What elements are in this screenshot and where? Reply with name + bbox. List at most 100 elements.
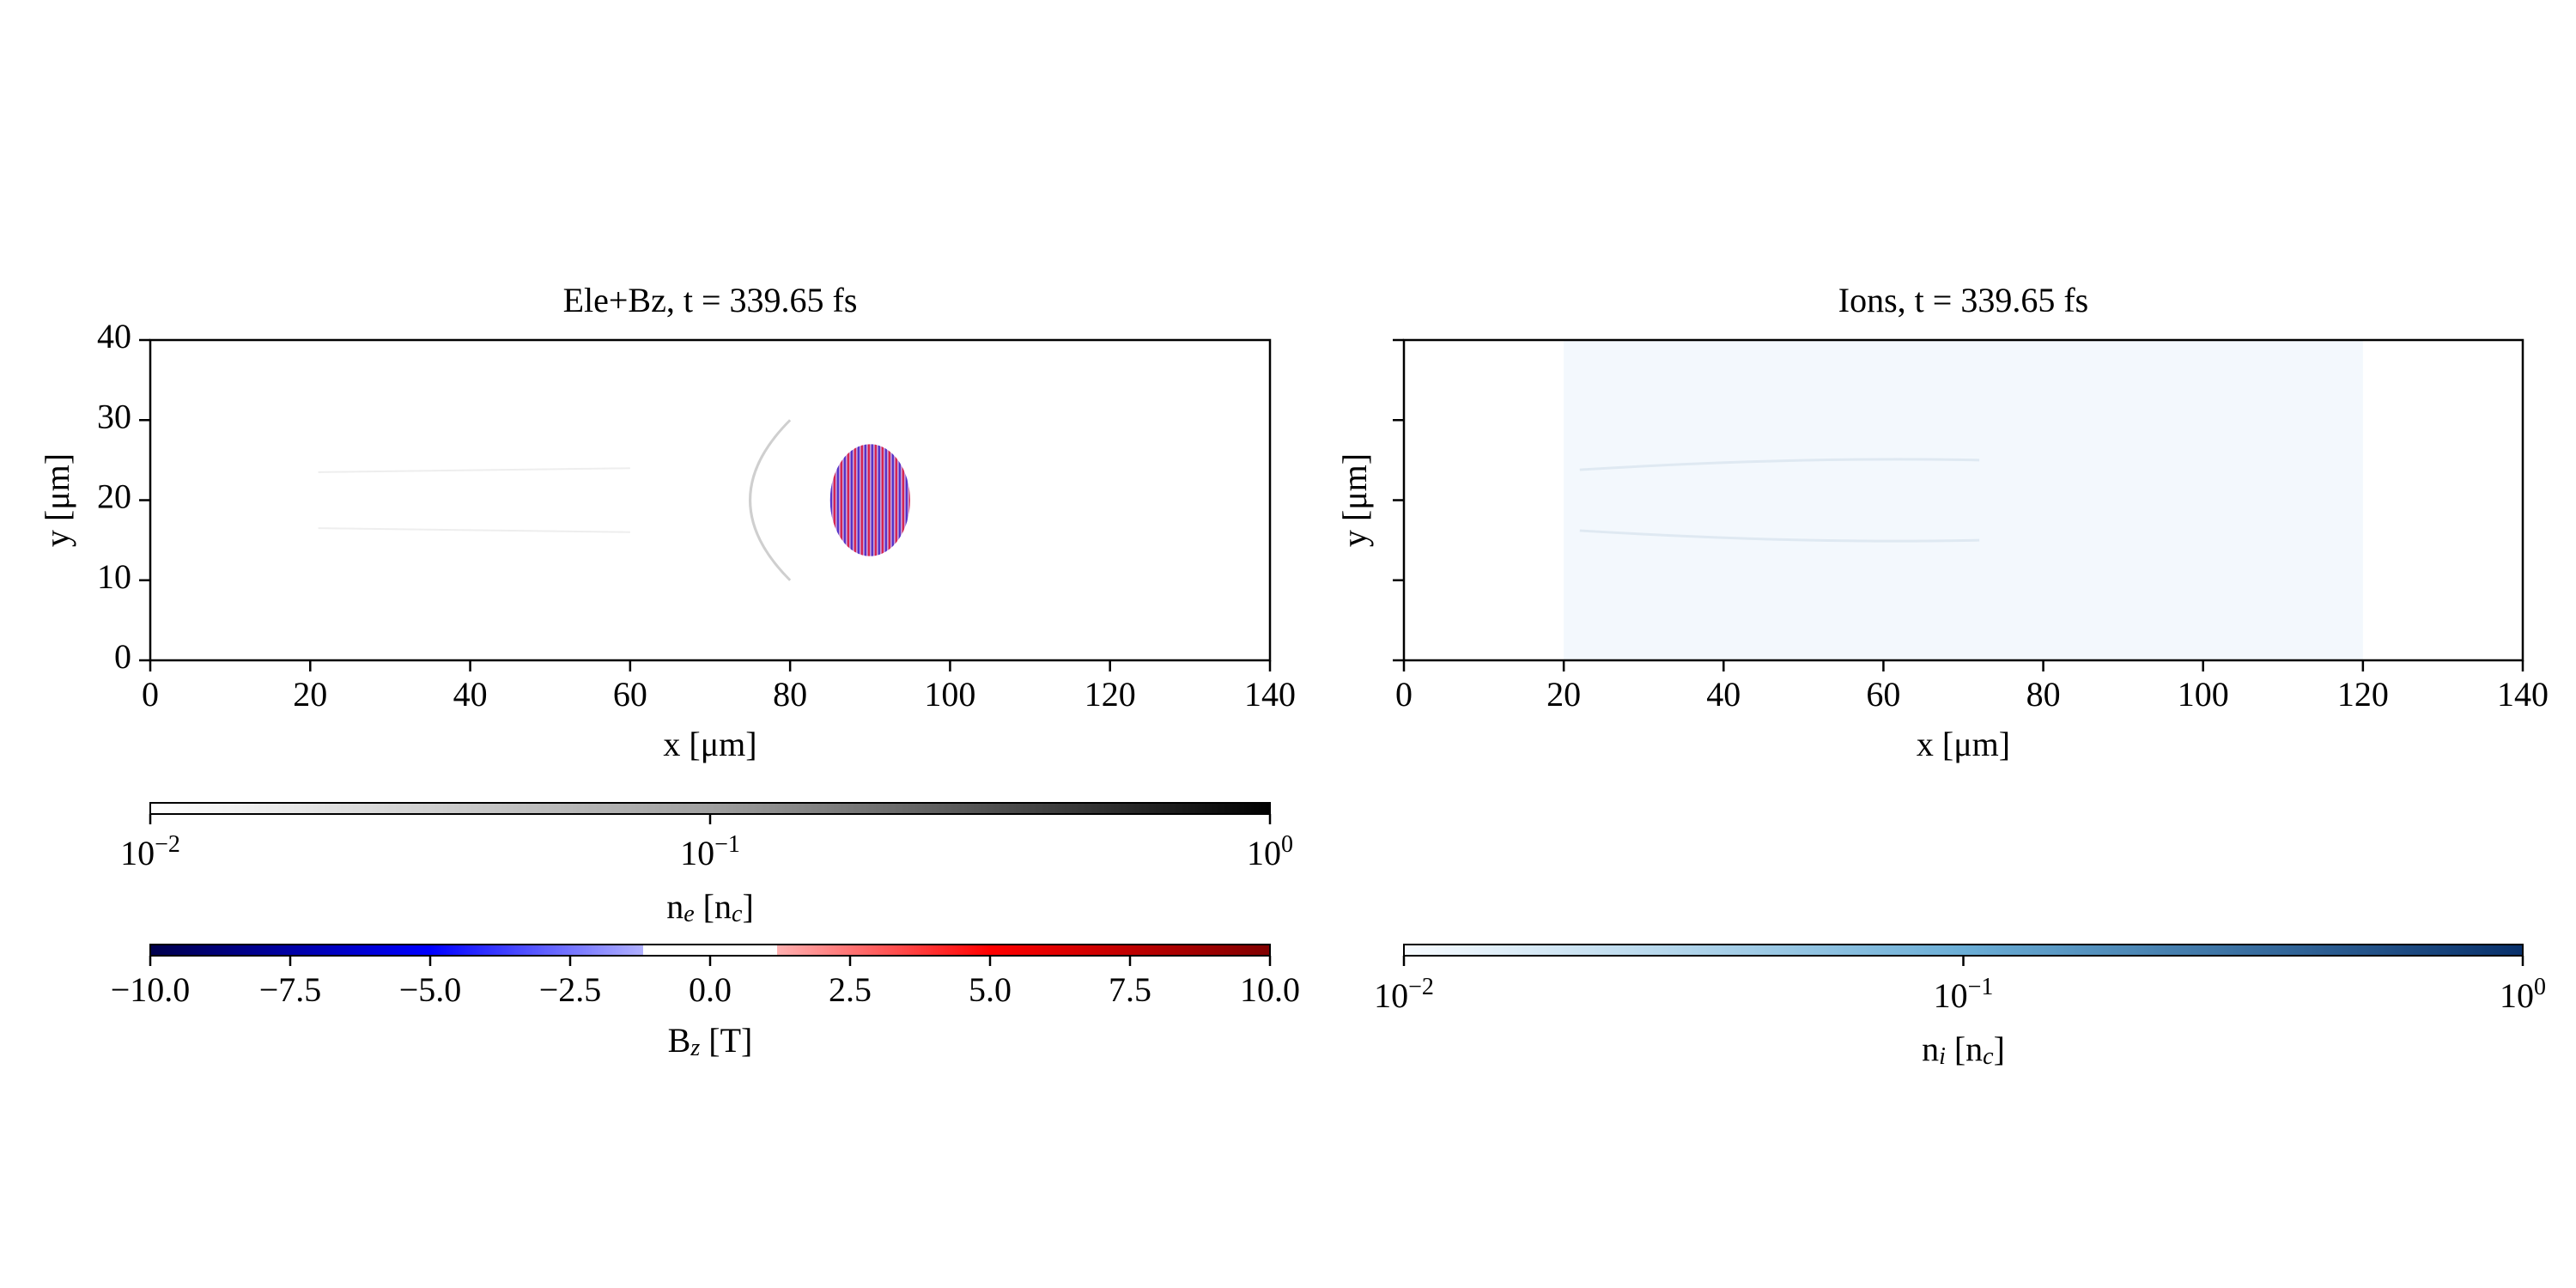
colorbar-tick-label: 10−2 [120, 831, 180, 872]
text-part: e [683, 901, 694, 927]
colorbar-tick-label: 2.5 [829, 970, 872, 1009]
text-part: c [1983, 1043, 1994, 1070]
laser-pulse [829, 444, 910, 556]
colorbar-tick-label: 10−1 [680, 831, 740, 872]
pulse-stripe [850, 444, 853, 556]
pulse-stripe [895, 444, 897, 556]
text-part: −2 [155, 831, 180, 858]
pulse-stripe [881, 444, 884, 556]
x-tick-label: 20 [1546, 675, 1581, 714]
x-tick-label: 20 [293, 675, 327, 714]
text-part: i [1939, 1043, 1946, 1070]
pulse-stripe [902, 444, 904, 556]
x-tick-label: 0 [142, 675, 159, 714]
colorbar-label: ni [nc] [1922, 1030, 2005, 1070]
text-part: 10 [1247, 834, 1281, 872]
y-axis-label: y [μm] [1335, 453, 1374, 547]
text-part: 0 [2534, 974, 2546, 1000]
colorbar [1403, 944, 2524, 957]
colorbar-tick-label: −2.5 [539, 970, 602, 1009]
x-tick-label: 40 [453, 675, 488, 714]
y-tick-label: 10 [97, 557, 131, 596]
panel-title: Ions, t = 339.65 fs [1838, 281, 2088, 319]
pulse-stripe [857, 444, 860, 556]
panel-title: Ele+Bz, t = 339.65 fs [563, 281, 858, 319]
text-part: −1 [1968, 974, 1994, 1000]
plasma-filament [749, 419, 792, 581]
x-tick-label: 0 [1395, 675, 1413, 714]
text-part: [n [695, 887, 732, 926]
pulse-stripe [854, 444, 856, 556]
colorbar-label: ne [nc] [666, 887, 754, 927]
pulse-stripe [836, 444, 839, 556]
pulse-stripe [888, 444, 890, 556]
ion-channel-edge [1579, 458, 1980, 471]
colorbar-tick-label: 10−1 [1934, 974, 1994, 1015]
plasma-filament [318, 527, 630, 533]
colorbar-tick-label: 10−2 [1374, 974, 1434, 1015]
pulse-stripe [871, 444, 873, 556]
pulse-stripe [840, 444, 842, 556]
colorbar-tick-label: −10.0 [111, 970, 191, 1009]
colorbar-tick-label: −7.5 [259, 970, 322, 1009]
x-tick-label: 80 [773, 675, 807, 714]
x-tick-label: 40 [1706, 675, 1741, 714]
pulse-stripe [843, 444, 846, 556]
text-part: z [690, 1035, 700, 1061]
colorbar-tick-label: 100 [2500, 974, 2546, 1015]
pulse-stripe [867, 444, 870, 556]
text-part: 0 [1281, 831, 1293, 858]
y-tick-label: 0 [114, 637, 131, 676]
text-part: 10 [680, 834, 714, 872]
colorbar-tick-label: 0.0 [689, 970, 732, 1009]
axes-frame [149, 338, 1272, 662]
pulse-stripe [860, 444, 863, 556]
y-tick-label: 20 [97, 477, 131, 516]
pulse-stripe [829, 444, 832, 556]
text-part: −1 [714, 831, 740, 858]
y-axis-label: y [μm] [38, 453, 76, 547]
x-tick-label: 100 [2178, 675, 2229, 714]
text-part: [T] [700, 1021, 752, 1060]
x-tick-label: 140 [1244, 675, 1296, 714]
pulse-stripe [891, 444, 894, 556]
text-part: 10 [2500, 976, 2534, 1015]
text-part: ] [742, 887, 753, 926]
pulse-stripe [905, 444, 908, 556]
pulse-stripe [874, 444, 877, 556]
plasma-filament [318, 467, 630, 473]
text-part: B [668, 1021, 691, 1060]
ion-region [1564, 340, 2363, 660]
ion-channel-edge [1579, 529, 1980, 543]
x-tick-label: 100 [924, 675, 975, 714]
text-part: c [732, 901, 743, 927]
colorbar-tick-label: −5.0 [399, 970, 462, 1009]
colorbar-tick-label: 10.0 [1240, 970, 1300, 1009]
pulse-stripe [884, 444, 887, 556]
pulse-stripe [833, 444, 835, 556]
colorbar [149, 802, 1271, 815]
text-part: n [666, 887, 683, 926]
text-part: 10 [1934, 976, 1968, 1015]
text-part: −2 [1408, 974, 1434, 1000]
y-tick-label: 40 [97, 317, 131, 355]
colorbar [149, 944, 1271, 957]
text-part: n [1922, 1030, 1939, 1068]
colorbar-tick-label: 5.0 [969, 970, 1012, 1009]
x-tick-label: 80 [2026, 675, 2061, 714]
colorbar-tick-label: 7.5 [1109, 970, 1151, 1009]
text-part: 10 [120, 834, 155, 872]
x-tick-label: 120 [2337, 675, 2389, 714]
x-axis-label: x [μm] [663, 725, 756, 763]
pulse-stripe [864, 444, 866, 556]
pulse-stripe [847, 444, 849, 556]
text-part: [n [1946, 1030, 1983, 1068]
colorbar-label: Bz [T] [668, 1021, 753, 1061]
x-tick-label: 60 [613, 675, 647, 714]
x-axis-label: x [μm] [1917, 725, 2010, 763]
x-tick-label: 120 [1084, 675, 1136, 714]
pulse-stripe [878, 444, 880, 556]
pulse-stripe [898, 444, 901, 556]
